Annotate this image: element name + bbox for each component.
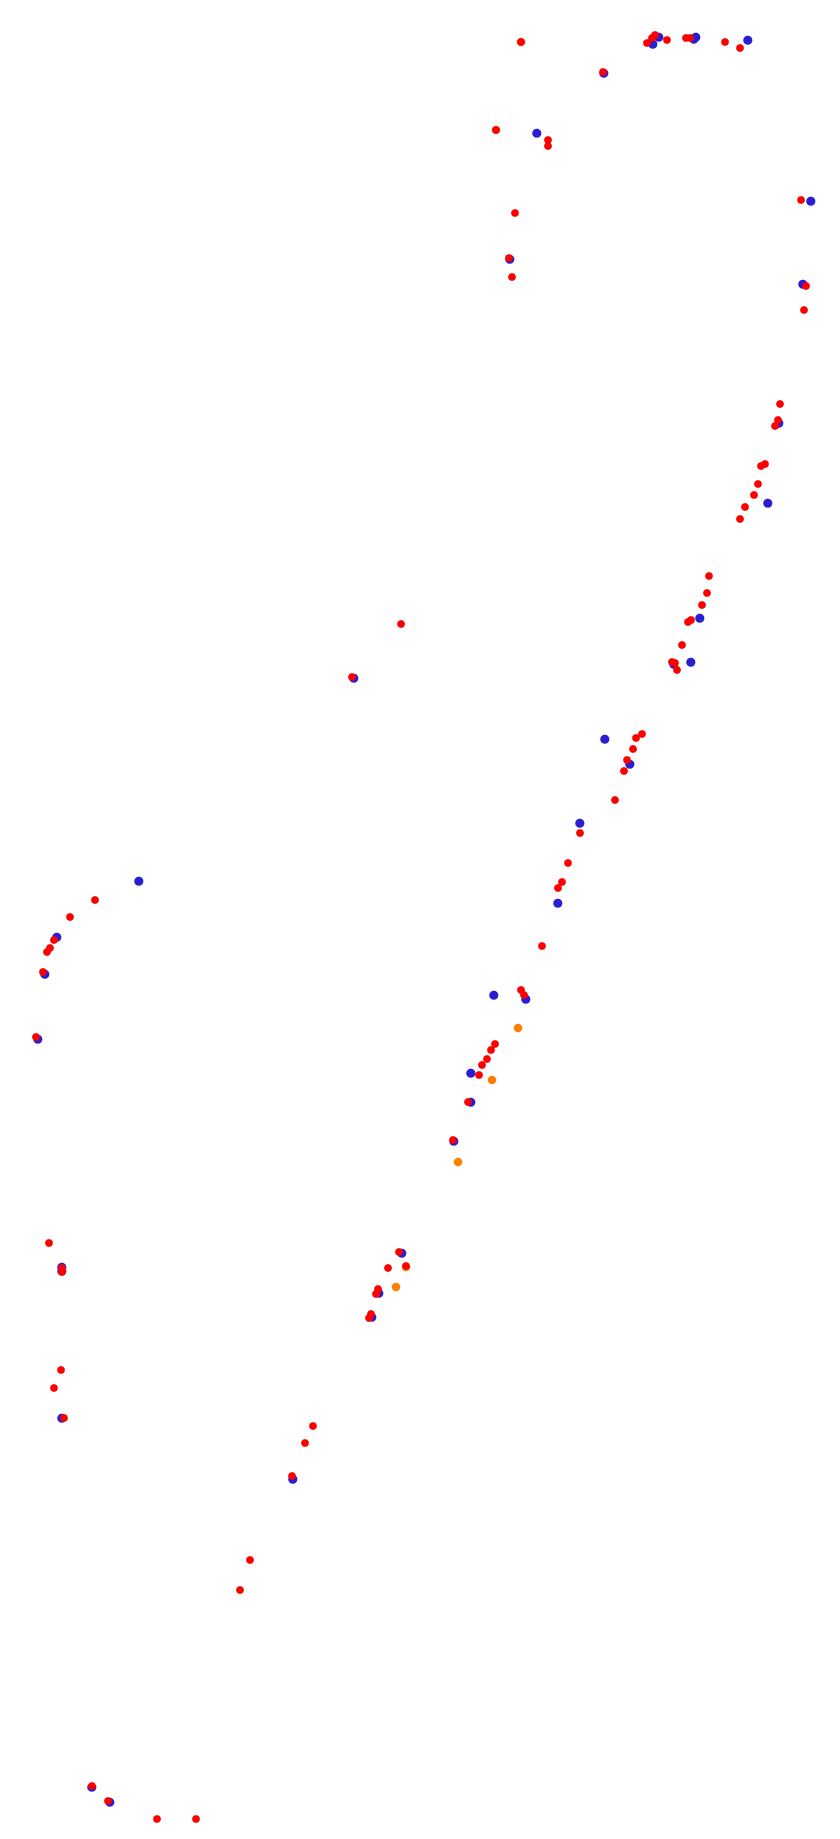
scatter-point-s2-53 [487, 1046, 495, 1054]
scatter-point-s2-5 [505, 254, 513, 262]
scatter-point-s2-2 [544, 136, 552, 144]
scatter-point-s2-15 [736, 44, 744, 52]
scatter-point-s2-18 [800, 306, 808, 314]
scatter-point-s2-3 [544, 142, 552, 150]
scatter-point-s2-81 [288, 1472, 296, 1480]
scatter-point-s2-80 [301, 1439, 309, 1447]
scatter-point-s2-83 [236, 1586, 244, 1594]
scatter-point-s2-60 [66, 913, 74, 921]
scatter-point-s2-41 [629, 745, 637, 753]
scatter-point-s1-2 [513, 1023, 523, 1033]
scatter-point-s2-69 [57, 1366, 65, 1374]
scatter-point-s2-66 [45, 1239, 53, 1247]
scatter-point-s2-65 [32, 1033, 40, 1041]
scatter-point-s2-36 [673, 666, 681, 674]
scatter-point-s0-17 [575, 818, 585, 828]
scatter-point-s1-6 [391, 1282, 401, 1292]
scatter-point-s2-44 [611, 796, 619, 804]
scatter-point-s2-29 [703, 589, 711, 597]
scatter-point-s2-47 [558, 878, 566, 886]
scatter-point-s0-15 [600, 734, 610, 744]
scatter-point-s0-19 [489, 990, 499, 1000]
scatter-point-s0-6 [806, 196, 816, 206]
scatter-point-s2-45 [576, 829, 584, 837]
scatter-point-s2-24 [754, 480, 762, 488]
scatter-point-s2-27 [736, 515, 744, 523]
scatter-point-s2-37 [397, 620, 405, 628]
scatter-point-s2-1 [492, 126, 500, 134]
scatter-point-s2-21 [771, 422, 779, 430]
scatter-point-s2-38 [348, 673, 356, 681]
scatter-point-s2-79 [309, 1422, 317, 1430]
scatter-point-s2-0 [517, 38, 525, 46]
scatter-point-s2-17 [802, 282, 810, 290]
scatter-point-s2-84 [88, 1782, 96, 1790]
scatter-point-s2-70 [50, 1384, 58, 1392]
scatter-point-s2-14 [721, 38, 729, 46]
scatter-point-s2-10 [651, 31, 659, 39]
scatter-point-s2-71 [60, 1414, 68, 1422]
scatter-point-s2-26 [741, 503, 749, 511]
scatter-point-s2-68 [58, 1268, 66, 1276]
scatter-point-s2-64 [39, 968, 47, 976]
scatter-point-s2-20 [774, 416, 782, 424]
scatter-point-s2-6 [508, 273, 516, 281]
scatter-point-s2-76 [372, 1290, 380, 1298]
scatter-points [32, 31, 816, 1823]
scatter-point-s2-55 [478, 1061, 486, 1069]
scatter-point-s0-18 [553, 898, 563, 908]
scatter-point-s2-19 [776, 400, 784, 408]
scatter-point-s2-30 [698, 601, 706, 609]
scatter-point-s2-52 [491, 1040, 499, 1048]
scatter-point-s0-13 [686, 657, 696, 667]
scatter-point-s2-59 [91, 896, 99, 904]
scatter-point-s0-10 [763, 498, 773, 508]
scatter-point-s2-35 [668, 658, 676, 666]
scatter-point-s2-11 [663, 36, 671, 44]
scatter-point-s2-57 [464, 1098, 472, 1106]
scatter-point-s2-54 [483, 1055, 491, 1063]
scatter-point-s2-33 [678, 641, 686, 649]
scatter-point-s2-78 [365, 1314, 373, 1322]
scatter-point-s2-8 [643, 39, 651, 47]
scatter-point-s2-25 [750, 491, 758, 499]
scatter-point-s2-23 [757, 462, 765, 470]
scatter-point-s1-3 [487, 1075, 497, 1085]
scatter-point-s2-7 [599, 68, 607, 76]
scatter-point-s2-63 [43, 948, 51, 956]
scatter-point-s2-28 [705, 572, 713, 580]
scatter-point-s2-4 [511, 209, 519, 217]
scatter-point-s2-42 [623, 756, 631, 764]
scatter-point-s2-46 [564, 859, 572, 867]
scatter-point-s0-22 [134, 876, 144, 886]
scatter-point-s2-13 [686, 34, 694, 42]
scatter-point-s2-49 [538, 942, 546, 950]
scatter-point-s2-86 [153, 1815, 161, 1823]
scatter-point-s0-0 [532, 128, 542, 138]
scatter-point-s2-39 [638, 730, 646, 738]
scatter-point-s2-16 [797, 196, 805, 204]
scatter-point-s2-73 [384, 1264, 392, 1272]
scatter-point-s2-40 [632, 734, 640, 742]
scatter-point-s2-82 [246, 1556, 254, 1564]
scatter-point-s2-51 [520, 991, 528, 999]
scatter-point-s1-4 [453, 1157, 463, 1167]
scatter-point-s2-72 [395, 1248, 403, 1256]
scatter-point-s2-74 [402, 1262, 410, 1270]
scatter-point-s2-58 [449, 1136, 457, 1144]
scatter-point-s2-32 [684, 618, 692, 626]
scatter-point-s0-36 [466, 1068, 476, 1078]
scatter-point-s2-85 [104, 1797, 112, 1805]
scatter-point-s0-11 [695, 613, 705, 623]
scatter-point-s2-87 [192, 1815, 200, 1823]
scatter-point-s2-48 [554, 884, 562, 892]
scatter-point-s2-43 [620, 767, 628, 775]
scatter-point-s2-61 [50, 936, 58, 944]
scatter-point-s0-4 [743, 35, 753, 45]
scatter-point-s2-56 [475, 1071, 483, 1079]
